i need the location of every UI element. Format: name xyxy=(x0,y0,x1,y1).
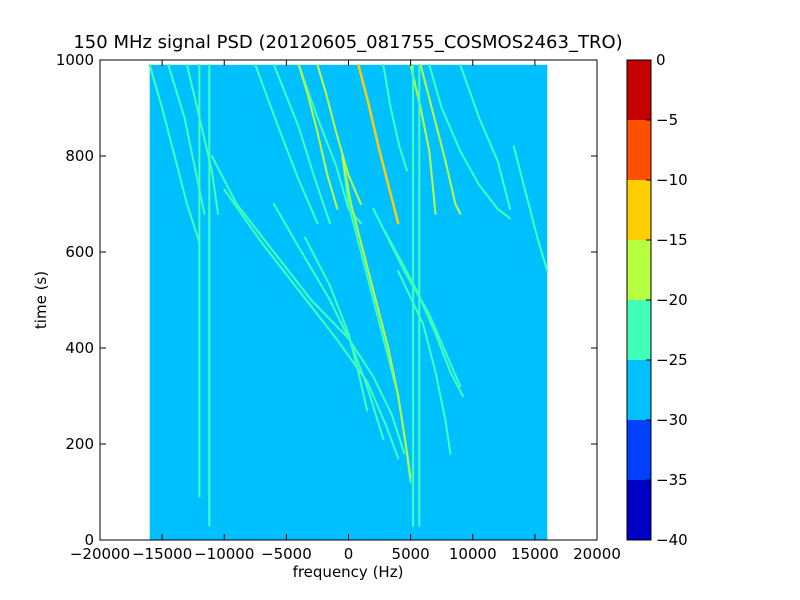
x-axis-label: frequency (Hz) xyxy=(293,563,404,581)
y-axis-label: time (s) xyxy=(32,271,50,329)
signal-trace xyxy=(512,145,549,273)
signal-trace xyxy=(382,63,408,172)
chart-title: 150 MHz signal PSD (20120605_081755_COSM… xyxy=(73,32,622,53)
signal-trace xyxy=(186,63,219,215)
signal-trace xyxy=(272,203,385,441)
colorbar: −40 −35 −30 −25 −20 −15 −10 −5 0 xyxy=(626,51,688,549)
y-axis: 0 200 400 600 800 1000 xyxy=(56,51,597,549)
colorbar-tick-label: −20 xyxy=(656,291,688,309)
x-tick-label: −20000 xyxy=(70,545,130,563)
signal-trace xyxy=(357,63,400,225)
colorbar-segment xyxy=(627,180,651,240)
colorbar-tick-label: −40 xyxy=(656,531,688,549)
signal-trace xyxy=(210,155,406,455)
signal-trace xyxy=(419,63,462,215)
signal-trace xyxy=(409,63,437,215)
x-tick-label: −15000 xyxy=(132,545,192,563)
x-axis: −20000 −15000 −10000 −5000 0 5000 10000 15000 20… xyxy=(70,60,621,563)
colorbar-tick-label: −25 xyxy=(656,351,688,369)
signal-trace xyxy=(254,63,319,225)
x-tick-label: 15000 xyxy=(511,545,559,563)
y-tick-label: 800 xyxy=(65,147,94,165)
y-tick-label: 400 xyxy=(65,339,94,357)
heatmap-layer xyxy=(148,63,549,540)
y-tick-label: 200 xyxy=(65,435,94,453)
signal-trace xyxy=(384,231,464,397)
x-tick-label: 10000 xyxy=(449,545,497,563)
colorbar-segment xyxy=(627,60,651,120)
colorbar-segment xyxy=(627,480,651,540)
x-tick-label: −10000 xyxy=(194,545,254,563)
colorbar-segment xyxy=(627,360,651,420)
signal-trace xyxy=(428,63,511,220)
colorbar-segment xyxy=(627,420,651,480)
x-tick-label: 5000 xyxy=(392,545,430,563)
heatmap-background xyxy=(149,64,548,540)
x-tick-label: −5000 xyxy=(261,545,312,563)
colorbar-tick-label: −15 xyxy=(656,231,688,249)
colorbar-segment xyxy=(627,300,651,360)
signal-trace xyxy=(341,155,412,479)
signal-trace xyxy=(272,63,331,225)
colorbar-tick-label: −5 xyxy=(656,111,678,129)
x-tick-label: 0 xyxy=(344,545,354,563)
y-tick-label: 600 xyxy=(65,243,94,261)
x-tick-label: 20000 xyxy=(573,545,621,563)
signal-trace xyxy=(297,63,339,210)
colorbar-segment xyxy=(627,120,651,180)
colorbar-segment xyxy=(627,240,651,300)
colorbar-tick-label: 0 xyxy=(656,51,666,69)
signal-trace xyxy=(148,63,201,244)
colorbar-tick-label: −35 xyxy=(656,471,688,489)
signal-trace xyxy=(372,207,462,388)
colorbar-tick-label: −10 xyxy=(656,171,688,189)
signal-trace xyxy=(459,63,511,210)
y-tick-label: 0 xyxy=(84,531,94,549)
signal-trace xyxy=(167,63,206,215)
y-tick-label: 1000 xyxy=(56,51,94,69)
signal-trace xyxy=(316,63,362,205)
signal-trace xyxy=(223,188,400,460)
signal-trace xyxy=(304,236,369,412)
signal-trace xyxy=(397,270,452,455)
colorbar-tick-label: −30 xyxy=(656,411,688,429)
